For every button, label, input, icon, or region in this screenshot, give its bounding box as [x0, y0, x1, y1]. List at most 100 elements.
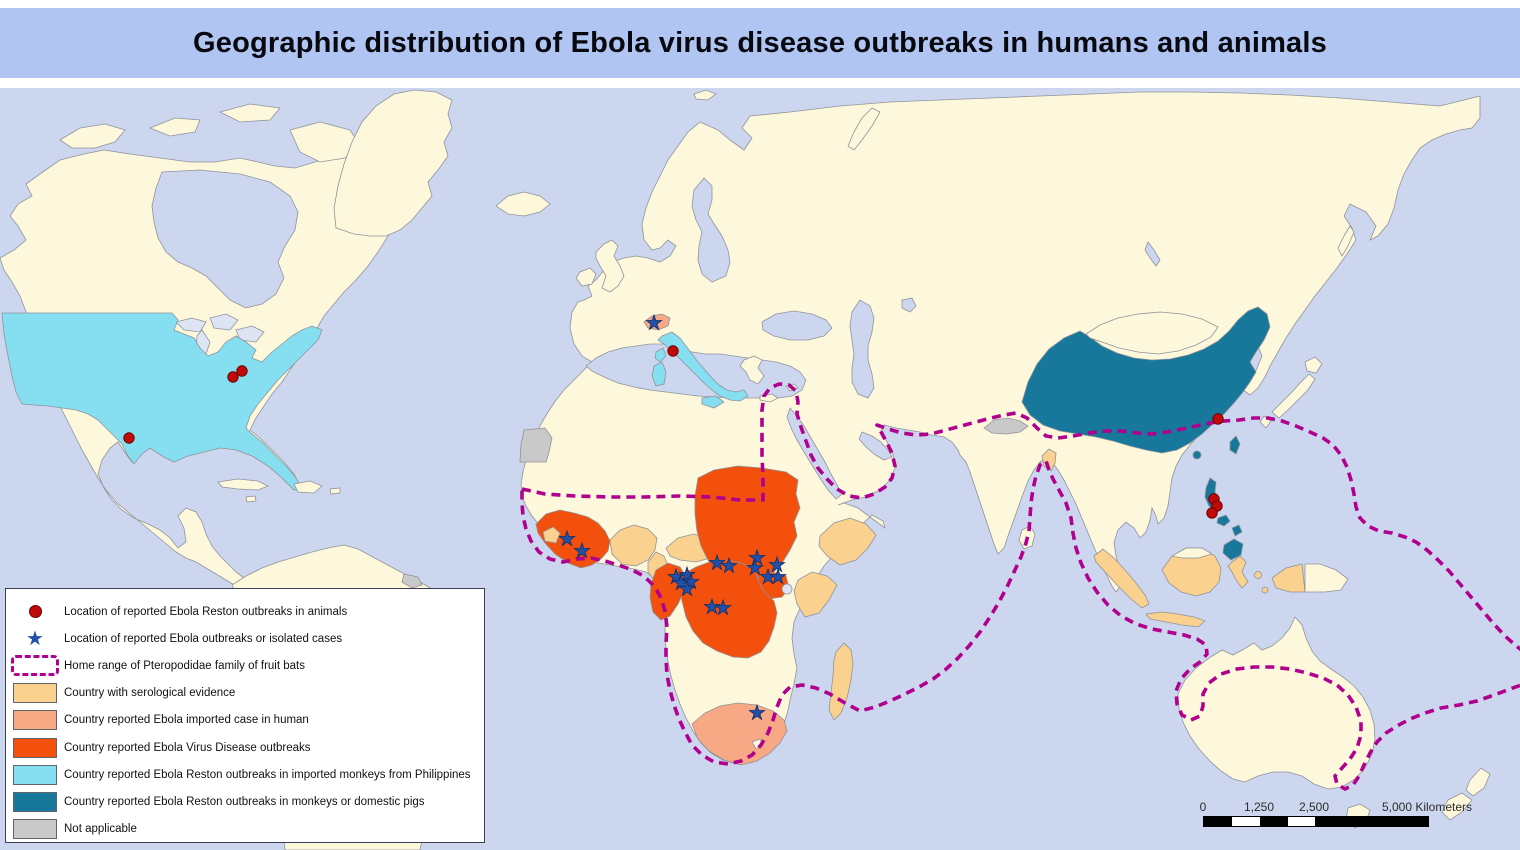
ebola-outbreak-star [678, 565, 696, 583]
greenland [333, 89, 453, 237]
legend-item-reston-dot: Location of reported Ebola Reston outbre… [6, 598, 484, 625]
country-nigeria [609, 524, 658, 567]
arctic-island [218, 103, 281, 123]
country-west-africa-evd [535, 509, 611, 569]
lake-victoria [781, 583, 793, 595]
country-sierra-leone [542, 526, 561, 544]
new-zealand-south [1441, 792, 1473, 821]
legend-item-reston-imported: Country reported Ebola Reston outbreaks … [6, 761, 484, 788]
landmasses [0, 89, 1491, 850]
legend-label: Home range of Pteropodidae family of fru… [64, 659, 305, 672]
ireland [575, 267, 597, 287]
japan-honshu [1271, 373, 1316, 419]
title-bar: Geographic distribution of Ebola virus d… [0, 8, 1520, 78]
legend-box: Location of reported Ebola Reston outbre… [5, 588, 485, 843]
baltic-sea [691, 177, 731, 283]
caspian-sea [849, 299, 875, 399]
ebola-outbreak-star [558, 529, 576, 547]
ebola-outbreak-star [714, 598, 732, 616]
outbreak-star-icon: ★ [26, 627, 44, 650]
novaya-zemlya [847, 107, 881, 151]
dashed-outline-icon [11, 655, 59, 677]
legend-item-imported-case: Country reported Ebola imported case in … [6, 707, 484, 734]
reston-outbreak-dot [1212, 413, 1224, 425]
page-title: Geographic distribution of Ebola virus d… [193, 26, 1327, 59]
sardinia [651, 361, 667, 387]
country-taiwan [1229, 435, 1241, 455]
scale-bar: 0 1,250 2,500 5,000 Kilometers [1199, 800, 1503, 830]
lake-baikal [1144, 241, 1161, 267]
reston-outbreak-dot [123, 432, 135, 444]
legend-label: Location of reported Ebola outbreaks or … [64, 632, 343, 645]
sakhalin [1337, 225, 1355, 257]
arctic-island [59, 123, 126, 149]
country-western-sahara [519, 427, 553, 463]
country-ethiopia [818, 517, 877, 566]
legend-item-evd-outbreaks: Country reported Ebola Virus Disease out… [6, 734, 484, 761]
legend-label: Location of reported Ebola Reston outbre… [64, 605, 348, 618]
not-applicable-swatch [13, 819, 57, 840]
mongolia [1085, 311, 1219, 355]
reston-outbreak-dot [227, 371, 239, 383]
legend-item-bat-range: Home range of Pteropodidae family of fru… [6, 652, 484, 679]
ebola-outbreak-star [769, 567, 787, 585]
country-madagascar [828, 642, 854, 721]
scale-end-label: 5,000 Kilometers [1381, 800, 1473, 814]
australia [1177, 616, 1376, 790]
ebola-outbreak-star [746, 558, 764, 576]
new-zealand-north [1465, 767, 1491, 797]
ebola-outbreak-star [573, 541, 591, 559]
iceland [495, 191, 551, 217]
corsica [654, 347, 667, 363]
french-guiana [401, 573, 423, 589]
country-italy [657, 331, 749, 402]
legend-label: Not applicable [64, 823, 137, 836]
reston-outbreak-dot [1206, 507, 1218, 519]
indonesia [1093, 547, 1269, 628]
country-drc [679, 559, 778, 659]
ebola-outbreak-star [768, 555, 786, 573]
country-kenya [793, 571, 838, 618]
reston-outbreak-dot [236, 365, 248, 377]
ebola-outbreak-star [703, 597, 721, 615]
ebola-outbreak-star [678, 579, 696, 597]
ebola-outbreak-star [682, 572, 700, 590]
ebola-outbreak-star [748, 703, 766, 721]
serological-swatch [13, 683, 57, 704]
imported-case-swatch [13, 710, 57, 731]
aral-sea [901, 297, 917, 313]
reston-pigs-swatch [13, 791, 57, 812]
ebola-outbreak-star [708, 553, 726, 571]
reston-outbreak-dot [667, 345, 679, 357]
ebola-outbreak-star [720, 556, 738, 574]
country-south-africa [691, 702, 788, 766]
country-china [1021, 306, 1271, 454]
svalbard [693, 89, 717, 101]
puerto-rico [329, 487, 341, 495]
legend-item-not-applicable: Not applicable [6, 816, 484, 843]
arctic-island [148, 117, 201, 137]
scale-bar-labels: 0 1,250 2,500 5,000 Kilometers [1199, 800, 1503, 815]
reston-imported-swatch [13, 764, 57, 785]
country-usa [1, 312, 323, 491]
fruit-bat-range-outline [520, 382, 1520, 791]
outbreak-markers [123, 313, 1224, 721]
scale-bar-graphic [1203, 816, 1429, 827]
persian-gulf [858, 431, 893, 461]
legend-item-reston-pigs: Country reported Ebola Reston outbreaks … [6, 788, 484, 815]
scale-tick-0: 0 [1199, 800, 1207, 814]
black-sea [761, 310, 833, 341]
evd-outbreak-swatch [13, 737, 57, 758]
country-bangladesh [1041, 448, 1057, 472]
cuba [217, 478, 269, 491]
great-britain [595, 239, 625, 293]
reston-dot-icon [28, 605, 42, 619]
legend-label: Country reported Ebola Virus Disease out… [64, 741, 311, 754]
legend-label: Country reported Ebola Reston outbreaks … [64, 768, 471, 781]
scale-tick-2500: 2,500 [1298, 800, 1330, 814]
legend-label: Country reported Ebola Reston outbreaks … [64, 795, 425, 808]
legend-item-serological: Country with serological evidence [6, 680, 484, 707]
legend-label: Country reported Ebola imported case in … [64, 714, 309, 727]
ebola-outbreak-star [645, 313, 663, 331]
